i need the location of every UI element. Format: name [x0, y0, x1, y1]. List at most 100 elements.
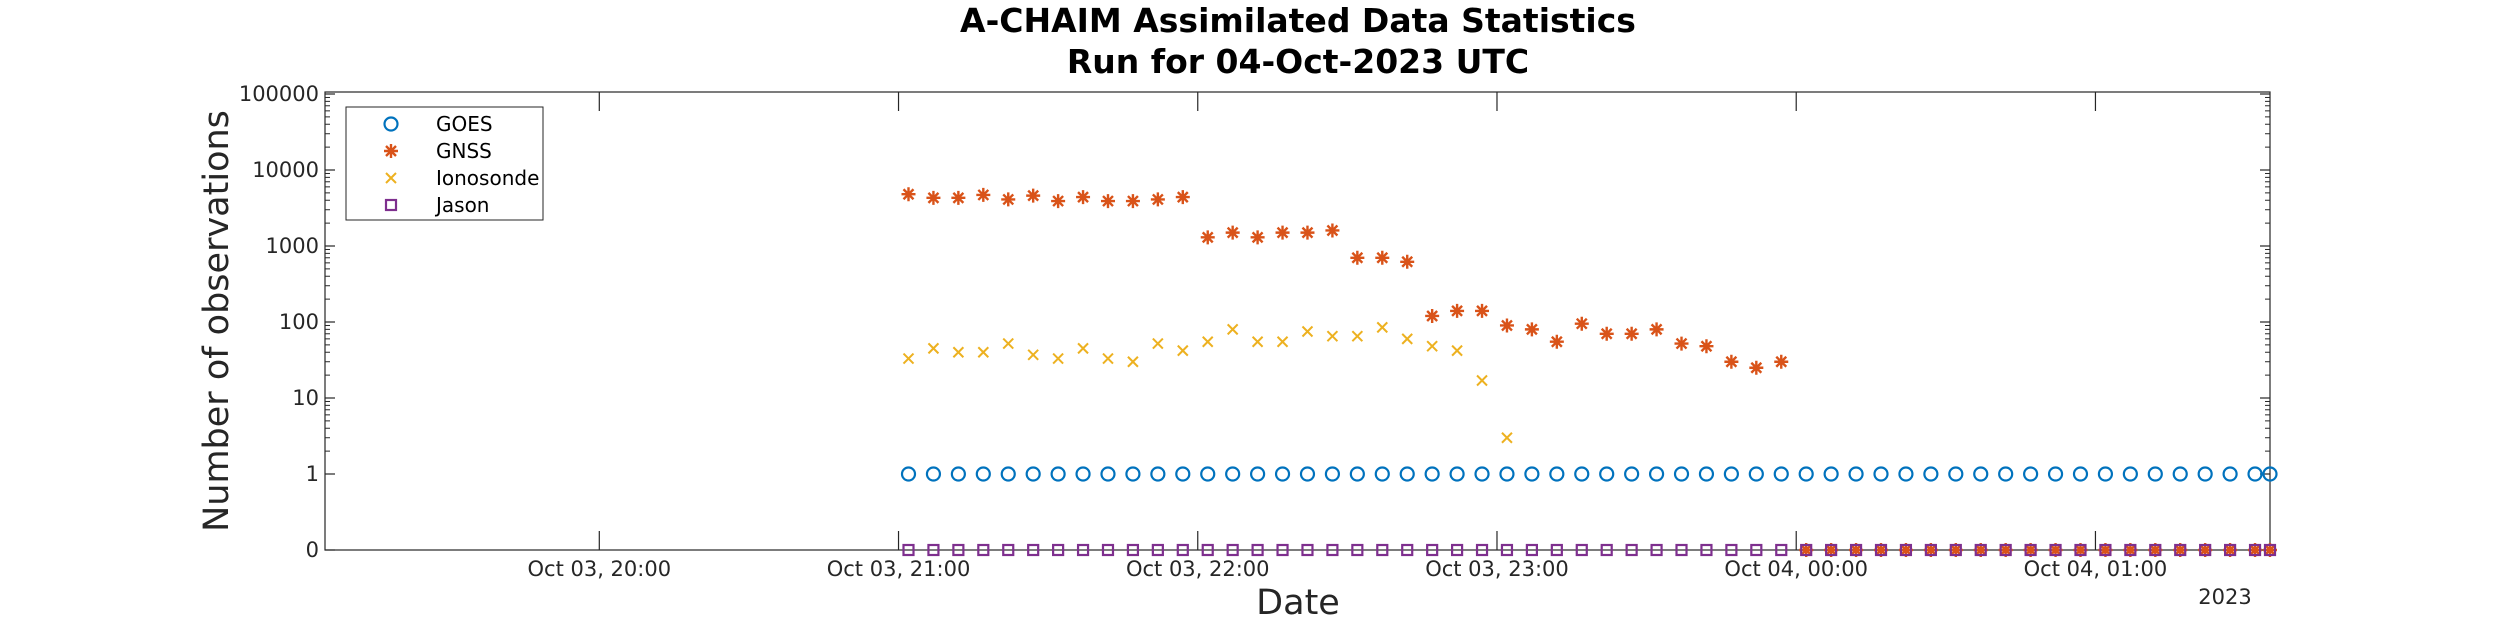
- x-tick-label: Oct 04, 00:00: [1724, 557, 1868, 581]
- data-point: [1998, 543, 2013, 557]
- data-point: [1375, 250, 1390, 265]
- data-point: [1849, 543, 1864, 557]
- data-point: [1374, 466, 1390, 482]
- data-point: [1474, 466, 1490, 482]
- data-point: [1276, 543, 1289, 557]
- data-point: [1825, 543, 1838, 557]
- data-point: [1675, 543, 1688, 557]
- data-point: [1748, 466, 1764, 482]
- data-point: [383, 116, 399, 132]
- data-point: [1649, 322, 1664, 337]
- x-axis-label: Date: [1256, 583, 1340, 623]
- data-point: [1150, 466, 1166, 482]
- data-point: [2049, 543, 2062, 557]
- data-point: [1201, 543, 1214, 557]
- data-point: [2097, 466, 2114, 482]
- data-point: [2023, 466, 2039, 482]
- data-point: [1574, 466, 1590, 482]
- data-point: [2124, 543, 2137, 557]
- data-point: [1798, 466, 1814, 482]
- legend-box: [345, 106, 544, 221]
- data-point: [2123, 543, 2138, 557]
- data-point: [1575, 543, 1588, 557]
- data-point: [2248, 543, 2263, 557]
- data-point: [1102, 352, 1114, 365]
- data-point: [1424, 466, 1440, 482]
- data-point: [1898, 543, 1913, 557]
- data-point: [1125, 194, 1140, 209]
- data-point: [1026, 188, 1041, 203]
- data-point: [1574, 316, 1589, 331]
- legend-label: GNSS: [436, 139, 492, 163]
- data-point: [976, 187, 991, 202]
- data-point: [1351, 543, 1364, 557]
- data-point: [1299, 466, 1316, 482]
- y-axis-label: Number of observations: [197, 110, 237, 532]
- data-point: [2122, 466, 2138, 482]
- data-point: [2263, 543, 2277, 557]
- data-point: [1151, 543, 1164, 557]
- data-point: [1002, 337, 1014, 350]
- data-point: [2072, 466, 2089, 482]
- data-point: [1200, 230, 1215, 245]
- data-point: [1200, 466, 1216, 482]
- data-point: [1648, 466, 1665, 482]
- data-point: [977, 346, 990, 358]
- data-point: [1599, 466, 1615, 482]
- data-point: [1475, 543, 1489, 557]
- data-point: [2198, 543, 2213, 557]
- data-point: [1202, 336, 1214, 348]
- data-point: [1824, 543, 1839, 557]
- data-point: [1775, 543, 1788, 557]
- data-point: [902, 543, 915, 557]
- data-point: [1973, 466, 1989, 482]
- data-point: [1501, 432, 1513, 444]
- x-tick-label: Oct 04, 01:00: [2024, 557, 2168, 581]
- data-point: [1924, 543, 1937, 557]
- x-tick-label: Oct 03, 21:00: [827, 557, 971, 581]
- data-point: [1450, 543, 1464, 557]
- data-point: [2199, 543, 2212, 557]
- data-point: [1699, 339, 1714, 354]
- data-point: [1301, 325, 1314, 338]
- data-point: [1275, 225, 1290, 240]
- data-point: [2224, 543, 2237, 557]
- data-point: [1125, 466, 1141, 482]
- data-point: [1100, 194, 1115, 209]
- data-point: [1476, 374, 1488, 387]
- data-point: [1250, 230, 1265, 245]
- data-point: [2099, 543, 2112, 557]
- data-point: [927, 342, 940, 355]
- data-point: [1376, 543, 1389, 557]
- data-point: [2024, 543, 2037, 557]
- legend-label: Jason: [434, 193, 490, 217]
- data-point: [925, 466, 942, 482]
- data-point: [1177, 344, 1189, 357]
- y-tick-label: 0: [306, 538, 319, 562]
- data-point: [2048, 543, 2063, 557]
- data-point: [1874, 543, 1888, 557]
- y-tick-label: 1: [306, 462, 319, 486]
- data-point: [1002, 543, 1015, 557]
- data-point: [2149, 543, 2162, 557]
- data-point: [1225, 225, 1240, 240]
- y-axis: 0 1 10 100 1000 10000 100000: [239, 82, 2270, 562]
- x-tick-label: Oct 03, 20:00: [528, 557, 672, 581]
- data-point: [1674, 336, 1689, 351]
- legend: GOES GNSS Ionosonde Jason: [345, 106, 544, 221]
- data-point: [1126, 543, 1140, 557]
- data-point: [1974, 543, 1987, 557]
- data-point: [1051, 194, 1066, 209]
- data-point: [2262, 466, 2278, 482]
- data-point: [952, 346, 965, 358]
- x-tick-label: Oct 03, 22:00: [1126, 557, 1270, 581]
- x-tick-label: Oct 03, 23:00: [1425, 557, 1569, 581]
- data-point: [1027, 349, 1039, 361]
- data-point: [1549, 466, 1565, 482]
- data-point: [1400, 254, 1415, 269]
- data-point: [1076, 543, 1090, 557]
- data-point: [2147, 466, 2163, 482]
- data-point: [1948, 543, 1963, 557]
- data-point: [1698, 466, 1715, 482]
